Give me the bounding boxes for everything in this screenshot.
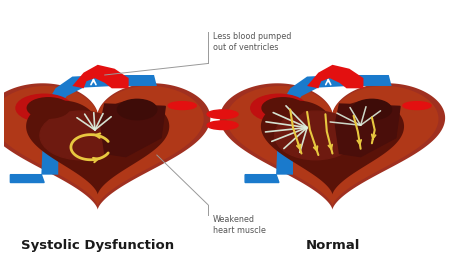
Ellipse shape <box>352 99 392 120</box>
Ellipse shape <box>118 99 157 120</box>
Ellipse shape <box>0 121 3 130</box>
Text: Normal: Normal <box>305 239 360 252</box>
Polygon shape <box>307 65 364 88</box>
Polygon shape <box>245 75 392 175</box>
Ellipse shape <box>168 102 196 109</box>
Polygon shape <box>245 175 279 183</box>
Text: Less blood pumped
out of ventricles: Less blood pumped out of ventricles <box>213 32 291 52</box>
Ellipse shape <box>262 98 304 118</box>
Ellipse shape <box>40 111 122 160</box>
Polygon shape <box>335 104 400 156</box>
Ellipse shape <box>251 94 307 122</box>
Text: Systolic Dysfunction: Systolic Dysfunction <box>21 239 174 252</box>
Polygon shape <box>100 104 165 156</box>
Ellipse shape <box>27 98 70 118</box>
Polygon shape <box>261 100 404 195</box>
Text: Weakened
heart muscle: Weakened heart muscle <box>213 215 265 235</box>
Polygon shape <box>10 75 157 175</box>
Ellipse shape <box>0 110 3 119</box>
Polygon shape <box>0 83 210 210</box>
Ellipse shape <box>207 110 238 119</box>
Polygon shape <box>227 86 438 206</box>
Ellipse shape <box>275 111 356 160</box>
Polygon shape <box>0 86 204 206</box>
Polygon shape <box>220 83 445 210</box>
Polygon shape <box>10 175 44 183</box>
Ellipse shape <box>207 121 238 130</box>
Ellipse shape <box>403 102 431 109</box>
Polygon shape <box>26 100 169 195</box>
Polygon shape <box>73 65 128 88</box>
Ellipse shape <box>16 94 73 122</box>
